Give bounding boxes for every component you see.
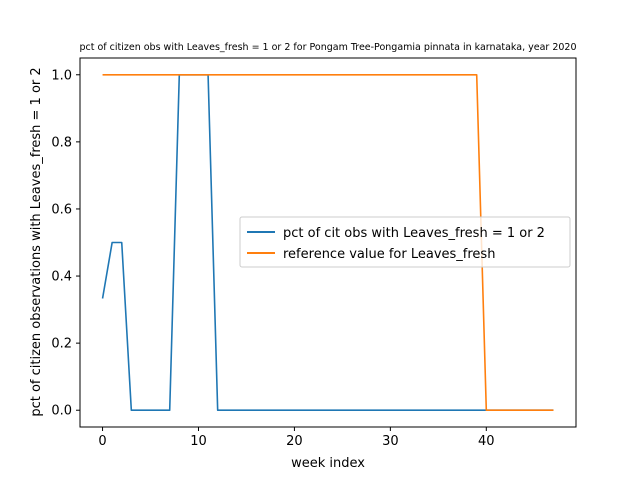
y-tick-label: 0.4: [51, 270, 72, 285]
series-layer: [101, 73, 554, 412]
x-tick-label: 0: [98, 434, 106, 449]
x-axis-label: week index: [291, 456, 365, 471]
legend-label-series-2: reference value for Leaves_fresh: [283, 247, 495, 262]
y-tick-label: 0.0: [51, 404, 72, 419]
y-tick-label: 0.6: [51, 202, 72, 217]
x-axis-ticks: 0 10 20 30 40: [98, 427, 495, 449]
legend-box: [239, 216, 571, 268]
series-line-1: [101, 73, 554, 412]
y-tick-label: 0.8: [51, 135, 72, 150]
y-axis-label: pct of citizen observations with Leaves_…: [29, 67, 44, 416]
legend: pct of cit obs with Leaves_fresh = 1 or …: [239, 216, 571, 268]
plot-area: 0 10 20 30 40 0.0 0.2 0.4 0.6 0.8 1.0: [51, 57, 577, 449]
plot-frame: [79, 57, 577, 428]
x-tick-label: 30: [382, 434, 399, 449]
chart-title: pct of citizen obs with Leaves_fresh = 1…: [79, 42, 576, 53]
y-tick-label: 1.0: [51, 68, 72, 83]
x-tick-label: 10: [190, 434, 207, 449]
x-tick-label: 20: [286, 434, 303, 449]
x-tick-label: 40: [478, 434, 495, 449]
y-axis-ticks: 0.0 0.2 0.4 0.6 0.8 1.0: [51, 68, 80, 419]
series-line-2: [102, 73, 554, 412]
legend-label-series-1: pct of cit obs with Leaves_fresh = 1 or …: [283, 226, 545, 241]
y-tick-label: 0.2: [51, 337, 72, 352]
